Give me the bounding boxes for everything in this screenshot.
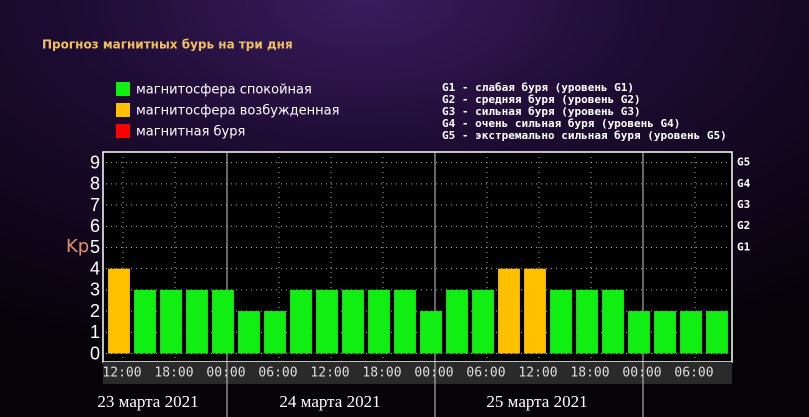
bar — [264, 311, 286, 354]
x-axis-band — [103, 362, 732, 384]
bar — [524, 268, 546, 354]
bar — [368, 289, 390, 354]
y2-tick-label: G2 — [737, 219, 750, 232]
bar — [680, 311, 702, 354]
y-tick-label: 8 — [90, 174, 100, 194]
chart-title: Прогноз магнитных бурь на три дня — [42, 38, 293, 52]
y2-tick-label: G1 — [737, 240, 751, 253]
bar — [160, 289, 182, 354]
legend-swatch — [116, 124, 130, 138]
bar — [628, 311, 650, 354]
g-level-note: G4 - очень сильная буря (уровень G4) — [442, 117, 680, 130]
bar — [212, 289, 234, 354]
x-tick-label: 00:00 — [414, 366, 453, 381]
legend-swatch — [116, 82, 130, 96]
day-label: 23 марта 2021 — [97, 392, 198, 411]
x-tick-label: 00:00 — [206, 366, 245, 381]
bar — [238, 311, 260, 354]
bar — [576, 289, 598, 354]
bar — [654, 311, 676, 354]
bar — [602, 289, 624, 354]
x-tick-label: 06:00 — [258, 366, 297, 381]
bar — [316, 289, 338, 354]
x-tick-label: 18:00 — [154, 366, 193, 381]
y2-tick-label: G5 — [737, 156, 750, 169]
y-tick-label: 7 — [90, 195, 100, 215]
bar — [108, 268, 130, 354]
x-tick-label: 12:00 — [310, 366, 349, 381]
x-tick-label: 12:00 — [518, 366, 557, 381]
legend-label: магнитосфера возбужденная — [136, 104, 339, 119]
x-tick-label: 18:00 — [570, 366, 609, 381]
bar — [550, 289, 572, 354]
bar — [342, 289, 364, 354]
x-tick-label: 18:00 — [362, 366, 401, 381]
bar — [706, 311, 728, 354]
x-tick-label: 12:00 — [102, 366, 141, 381]
bar — [446, 289, 468, 354]
bar — [290, 289, 312, 354]
y-tick-label: 2 — [90, 301, 100, 321]
bar — [186, 289, 208, 354]
legend-swatch — [116, 103, 130, 117]
g-level-note: G2 - средняя буря (уровень G2) — [442, 93, 641, 106]
y-tick-label: 0 — [90, 343, 100, 363]
bar — [498, 268, 520, 354]
x-tick-label: 06:00 — [674, 366, 713, 381]
g-level-note: G3 - сильная буря (уровень G3) — [442, 105, 641, 118]
y-tick-label: 6 — [90, 216, 100, 236]
day-label: 24 марта 2021 — [279, 392, 380, 411]
bar — [472, 289, 494, 354]
y2-tick-label: G4 — [737, 177, 751, 190]
bar — [420, 311, 442, 354]
y2-tick-label: G3 — [737, 198, 750, 211]
legend-label: магнитосфера спокойная — [136, 83, 312, 98]
x-tick-label: 06:00 — [466, 366, 505, 381]
y-tick-label: 4 — [90, 258, 100, 278]
y-axis-label: Kp — [66, 236, 89, 257]
day-label: 25 марта 2021 — [486, 392, 587, 411]
y-tick-label: 3 — [90, 280, 100, 300]
x-tick-label: 00:00 — [622, 366, 661, 381]
y-tick-label: 5 — [90, 237, 100, 257]
y-tick-label: 9 — [90, 152, 100, 172]
g-level-note: G5 - экстремально сильная буря (уровень … — [442, 129, 727, 142]
legend-label: магнитная буря — [136, 125, 245, 140]
bar — [394, 289, 416, 354]
bar — [134, 289, 156, 354]
g-level-note: G1 - слабая буря (уровень G1) — [442, 81, 634, 94]
y-tick-label: 1 — [90, 322, 100, 342]
